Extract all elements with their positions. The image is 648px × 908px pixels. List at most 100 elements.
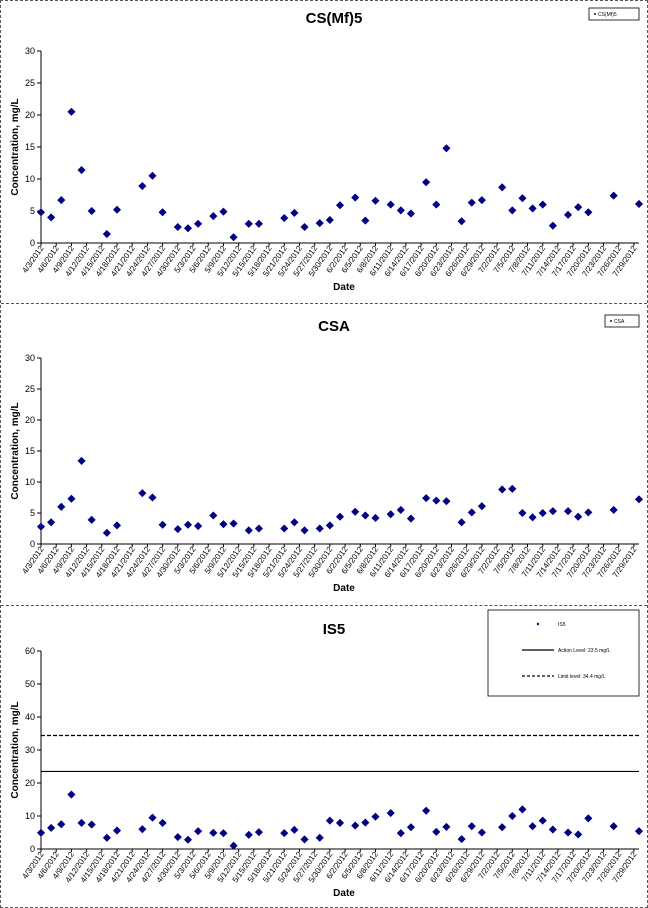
- legend-entry: Limit level: 34.4 mg/L: [558, 674, 605, 680]
- data-point: [477, 502, 487, 511]
- data-point: [138, 489, 147, 498]
- data-point: [371, 196, 380, 205]
- data-point: [209, 828, 218, 837]
- data-point: [548, 221, 558, 230]
- data-point: [315, 524, 324, 533]
- legend: CSA: [604, 314, 640, 328]
- data-point: [563, 506, 573, 516]
- y-tick-label: 0: [30, 539, 35, 549]
- data-point: [518, 805, 527, 814]
- data-point: [280, 829, 289, 838]
- data-point: [396, 505, 405, 515]
- data-point: [574, 203, 583, 212]
- y-axis-title: Concentration, mg/L: [10, 98, 21, 195]
- data-point: [300, 222, 309, 232]
- data-point: [518, 508, 527, 518]
- data-point: [67, 107, 76, 116]
- data-point: [406, 514, 416, 523]
- data-point: [77, 456, 86, 466]
- data-point: [498, 183, 507, 192]
- data-point: [290, 208, 299, 218]
- data-point: [46, 213, 56, 222]
- chart-title: CS(Mf)5: [306, 10, 363, 27]
- data-point: [102, 528, 112, 537]
- data-point: [335, 512, 345, 521]
- data-point: [244, 526, 253, 535]
- data-point: [244, 830, 253, 839]
- data-point: [158, 208, 167, 217]
- data-point: [57, 195, 66, 205]
- data-point: [138, 181, 147, 191]
- data-point: [634, 495, 644, 504]
- data-point: [112, 521, 122, 530]
- data-point: [46, 518, 56, 527]
- data-point: [325, 215, 335, 225]
- data-point: [538, 508, 547, 518]
- data-point: [508, 484, 517, 493]
- data-point: [158, 520, 167, 529]
- y-tick-label: 40: [25, 712, 35, 722]
- data-point: [361, 818, 370, 827]
- data-point: [467, 508, 476, 517]
- data-point: [498, 823, 507, 832]
- chart-title: IS5: [323, 621, 346, 638]
- data-point: [528, 822, 537, 831]
- y-tick-label: 15: [25, 142, 35, 152]
- data-point: [158, 818, 167, 828]
- legend: CS(Mf)5: [588, 7, 640, 21]
- data-point: [386, 808, 395, 818]
- data-point: [406, 209, 416, 218]
- data-point: [67, 790, 76, 799]
- data-point: [46, 823, 56, 833]
- data-point: [209, 211, 218, 221]
- data-point: [335, 201, 345, 210]
- data-point: [477, 828, 487, 837]
- legend-marker: [609, 319, 613, 323]
- data-point: [254, 219, 264, 228]
- data-point: [386, 510, 395, 519]
- data-point: [148, 171, 157, 180]
- data-point: [574, 830, 583, 839]
- data-point: [102, 833, 112, 842]
- data-point: [67, 494, 76, 503]
- data-point: [609, 505, 618, 515]
- data-point: [351, 821, 360, 830]
- data-point: [508, 811, 517, 821]
- data-point: [112, 826, 122, 835]
- data-point: [548, 825, 558, 834]
- data-point: [406, 823, 416, 832]
- data-point: [229, 233, 238, 242]
- data-point: [87, 515, 96, 524]
- data-point: [518, 194, 527, 203]
- data-point: [102, 229, 112, 239]
- data-point: [173, 222, 182, 232]
- y-tick-label: 20: [25, 778, 35, 788]
- data-point: [325, 521, 335, 530]
- x-axis-title: Date: [333, 888, 355, 899]
- data-point: [584, 208, 593, 217]
- data-point: [538, 816, 547, 825]
- data-point: [193, 827, 203, 836]
- data-point: [548, 506, 558, 516]
- legend-entry: CSA: [614, 319, 625, 325]
- data-point: [634, 199, 644, 209]
- data-point: [209, 511, 218, 520]
- data-point: [634, 827, 644, 836]
- y-tick-label: 20: [25, 110, 35, 120]
- data-point: [432, 827, 441, 836]
- y-tick-label: 10: [25, 477, 35, 487]
- x-axis-title: Date: [333, 282, 355, 293]
- data-point: [371, 812, 380, 821]
- chart-panel-3: IS501020304050604/3/20124/6/20124/9/2012…: [10, 609, 644, 899]
- data-point: [538, 200, 547, 209]
- y-tick-label: 5: [30, 508, 35, 518]
- data-point: [477, 195, 487, 205]
- data-point: [57, 820, 66, 829]
- data-point: [183, 224, 193, 233]
- data-point: [386, 200, 395, 209]
- data-point: [36, 828, 46, 837]
- data-point: [244, 219, 253, 228]
- data-point: [36, 208, 46, 217]
- data-point: [219, 207, 228, 216]
